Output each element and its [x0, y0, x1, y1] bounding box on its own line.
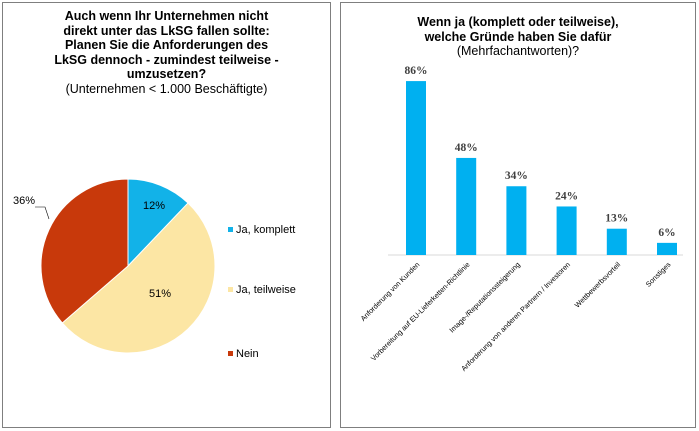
- pie-slice: [61, 202, 216, 354]
- pie-title-line: Auch wenn Ihr Unternehmen nicht: [64, 9, 269, 23]
- x-tick-label: Vorbereitung auf EU-Lieferketten-Richtli…: [369, 260, 472, 363]
- bar-subtitle: (Mehrfachantworten)?: [456, 44, 580, 58]
- bar: [556, 206, 577, 255]
- pie-slice: [40, 178, 129, 324]
- pie-title-line: umzusetzen?: [126, 67, 207, 81]
- legend-label: Ja, teilweise: [236, 284, 296, 296]
- bar-chart-panel: Wenn ja (komplett oder teilweise), welch…: [340, 2, 696, 428]
- bar: [657, 242, 677, 255]
- bar-chart: 86%Anforderung von Kunden48%Vorbereitung…: [359, 65, 683, 373]
- legend-label: Nein: [236, 348, 259, 360]
- pie-slice-label: 12%: [143, 200, 165, 212]
- pie-chart-panel: Auch wenn Ihr Unternehmen nicht direkt u…: [2, 2, 331, 428]
- pie-slice: [127, 178, 189, 268]
- bar-chart-title: Wenn ja (komplett oder teilweise), welch…: [341, 15, 695, 59]
- bar-value-label: 6%: [658, 227, 675, 239]
- legend-label: Ja, komplett: [236, 224, 295, 236]
- bar-value-label: 86%: [405, 65, 428, 77]
- legend-swatch: [228, 287, 233, 292]
- pie-chart: 12% 51% 36% Ja, komplett Ja, teilweise Nein: [13, 178, 296, 360]
- legend-swatch: [228, 227, 233, 232]
- bar-title-line: welche Gründe haben Sie dafür: [424, 29, 612, 44]
- pie-title-line: LkSG dennoch - zumindest teilweise -: [54, 52, 279, 67]
- bar-value-label: 13%: [605, 213, 628, 225]
- bar-value-label: 48%: [455, 142, 478, 154]
- x-tick-label: Sonstiges: [644, 260, 673, 289]
- legend-swatch: [228, 351, 233, 356]
- bar-value-label: 24%: [555, 190, 578, 202]
- x-tick-label: Anforderung von anderen Partnern / Inves…: [459, 260, 572, 373]
- bar-title-line: Wenn ja (komplett oder teilweise),: [417, 15, 619, 29]
- bar: [456, 157, 477, 255]
- pie-chart-title: Auch wenn Ihr Unternehmen nicht direkt u…: [3, 9, 330, 96]
- pie-slice-label: 36%: [13, 195, 35, 207]
- bar: [406, 81, 426, 255]
- pie-title-line: Planen Sie die Anforderungen des: [64, 38, 269, 52]
- bar: [506, 186, 527, 255]
- pie-leader-line: [35, 206, 50, 220]
- pie-title-line: direkt unter das LkSG fallen sollte:: [63, 23, 270, 38]
- x-tick-label: Wettbewerbsvorteil: [573, 260, 623, 310]
- bar: [606, 228, 627, 255]
- bar-value-label: 34%: [505, 170, 528, 182]
- pie-subtitle: (Unternehmen < 1.000 Beschäftigte): [65, 81, 268, 96]
- pie-slice-label: 51%: [149, 288, 171, 300]
